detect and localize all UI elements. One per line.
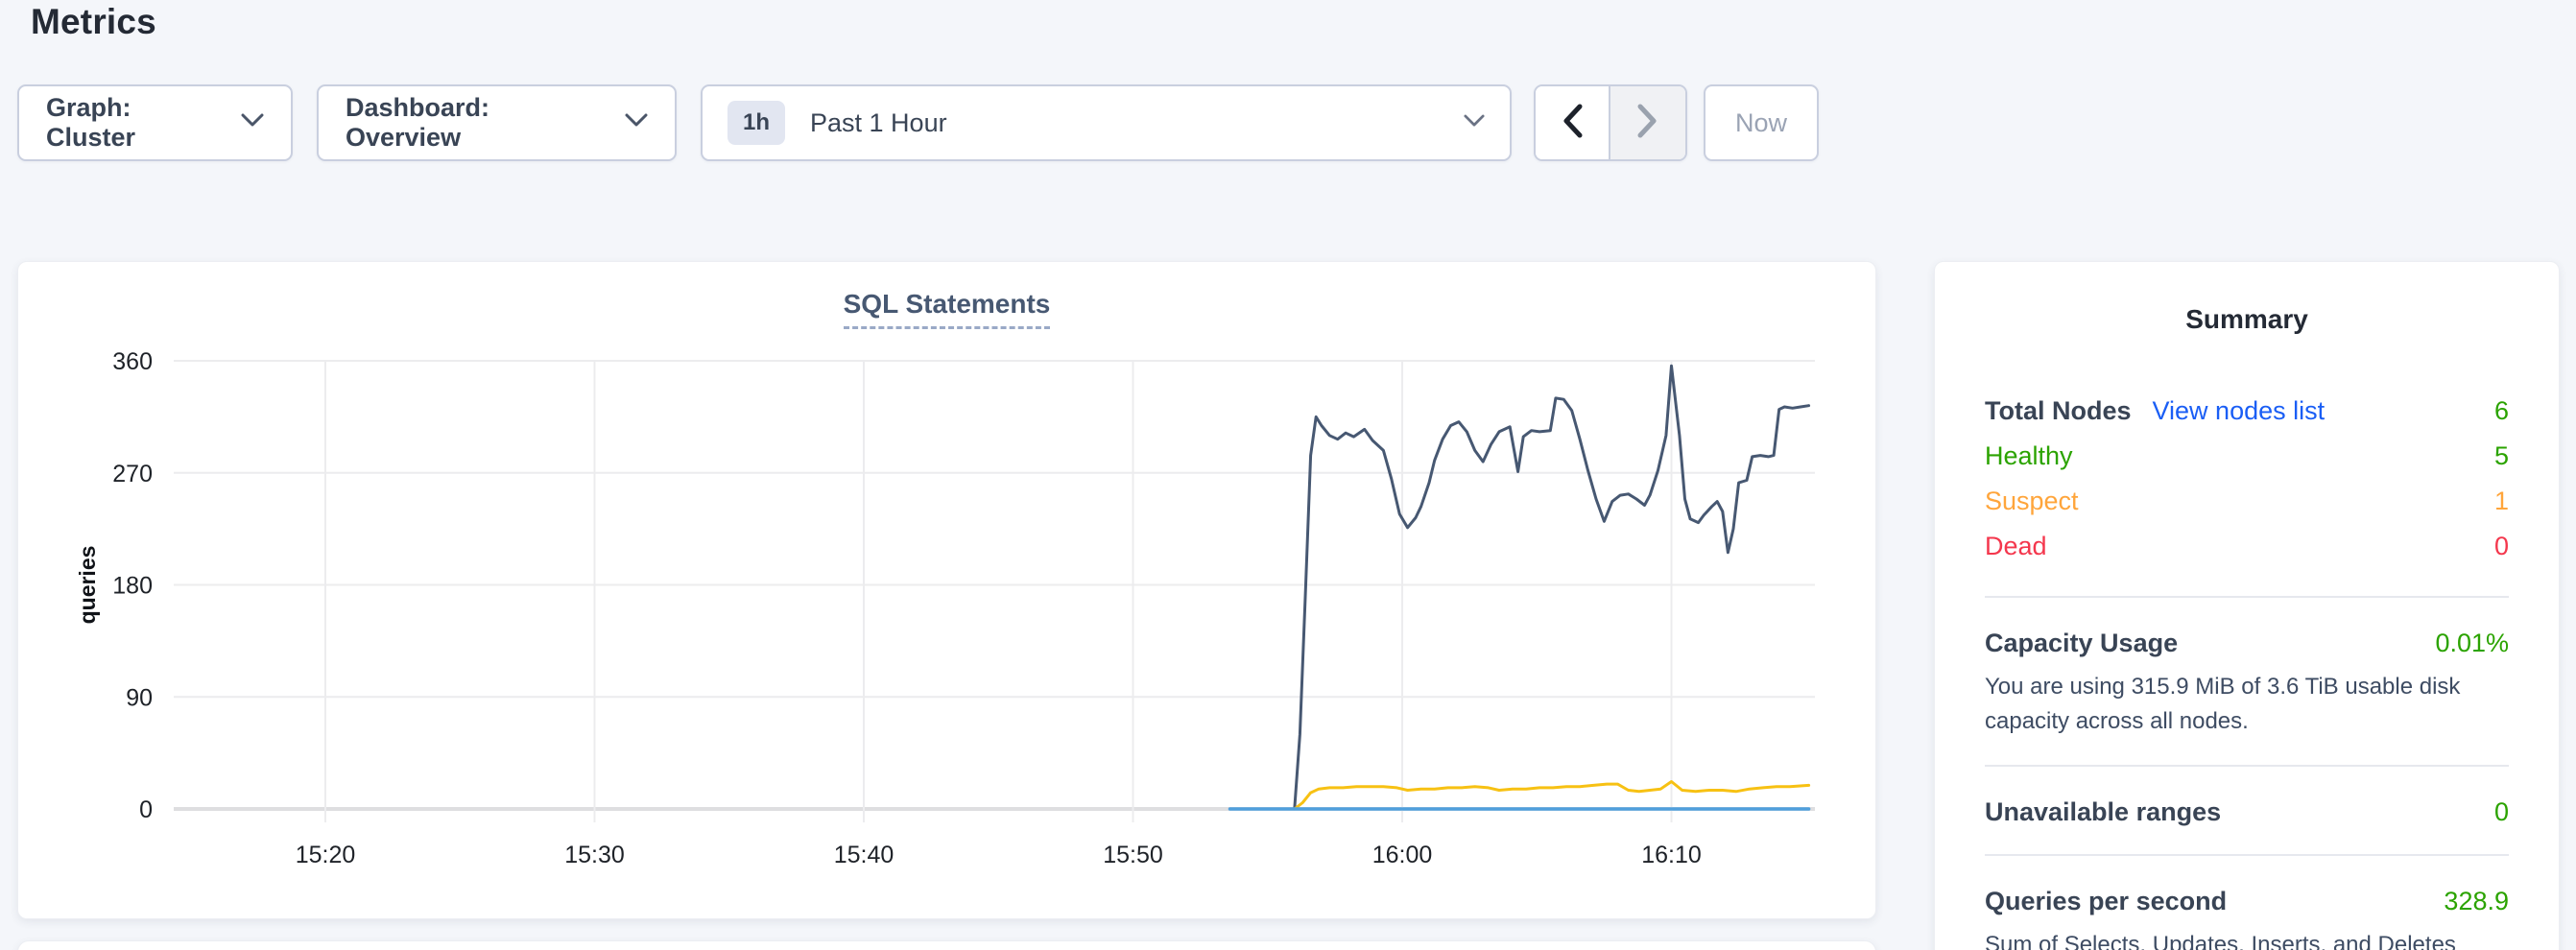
- chart-title[interactable]: SQL Statements: [843, 289, 1051, 329]
- sql-statements-chart[interactable]: 0 90 180 270 360 15:20 15:30 15:40 15:50 16:00 16:…: [18, 344, 1877, 897]
- capacity-usage-value: 0.01%: [2435, 629, 2509, 657]
- svg-text:15:40: 15:40: [834, 842, 894, 868]
- svg-text:15:30: 15:30: [564, 842, 625, 868]
- suspect-value: 1: [2493, 487, 2509, 515]
- svg-text:180: 180: [112, 573, 153, 600]
- capacity-usage-section: Capacity Usage 0.01% You are using 315.9…: [1985, 629, 2509, 738]
- node-status-rows: Total Nodes View nodes list 6 Healthy 5 …: [1985, 389, 2509, 569]
- time-range-badge: 1h: [727, 101, 786, 145]
- queries-per-second-section: Queries per second 328.9 Sum of Selects,…: [1985, 887, 2509, 950]
- next-time-button[interactable]: [1610, 86, 1685, 159]
- chevron-down-icon: [625, 113, 648, 132]
- view-nodes-list-link[interactable]: View nodes list: [2152, 396, 2326, 425]
- time-pager: [1534, 84, 1687, 161]
- summary-title: Summary: [2185, 304, 2308, 334]
- chevron-down-icon: [1464, 114, 1485, 132]
- svg-text:queries: queries: [75, 546, 100, 625]
- chevron-down-icon: [241, 113, 264, 132]
- time-range-label: Past 1 Hour: [810, 107, 947, 137]
- chart-title-row: SQL Statements: [18, 289, 1875, 329]
- svg-text:270: 270: [112, 461, 153, 487]
- now-button[interactable]: Now: [1704, 84, 1819, 161]
- divider: [1985, 854, 2509, 857]
- unavailable-ranges-label: Unavailable ranges: [1985, 797, 2222, 827]
- metrics-toolbar: Graph: Cluster Dashboard: Overview 1h Pa…: [17, 84, 1819, 161]
- svg-text:0: 0: [139, 796, 153, 823]
- queries-per-second-label: Queries per second: [1985, 887, 2228, 916]
- total-nodes-value: 6: [2493, 396, 2509, 425]
- svg-text:360: 360: [112, 348, 153, 375]
- queries-per-second-description: Sum of Selects, Updates, Inserts, and De…: [1985, 932, 2456, 950]
- chevron-left-icon: [1562, 104, 1583, 143]
- dashboard-dropdown-label: Dashboard: Overview: [346, 93, 490, 152]
- page-title: Metrics: [31, 2, 156, 41]
- prev-time-button[interactable]: [1536, 86, 1610, 159]
- divider: [1985, 596, 2509, 598]
- svg-text:90: 90: [126, 684, 153, 711]
- time-range-selector[interactable]: 1h Past 1 Hour: [701, 84, 1512, 161]
- graph-dropdown-label: Graph: Cluster: [46, 93, 136, 152]
- dead-label: Dead: [1985, 532, 2047, 560]
- capacity-usage-description: You are using 315.9 MiB of 3.6 TiB usabl…: [1985, 674, 2461, 734]
- total-nodes-label: Total Nodes: [1985, 396, 2132, 425]
- unavailable-ranges-value: 0: [2493, 797, 2509, 827]
- suspect-nodes-row: Suspect 1: [1985, 479, 2509, 524]
- suspect-label: Suspect: [1985, 487, 2079, 515]
- next-chart-card: [17, 940, 1876, 950]
- healthy-value: 5: [2493, 441, 2509, 470]
- divider: [1985, 765, 2509, 768]
- dead-value: 0: [2493, 532, 2509, 560]
- graph-dropdown[interactable]: Graph: Cluster: [17, 84, 293, 161]
- summary-panel: Summary Total Nodes View nodes list 6 He…: [1934, 261, 2560, 950]
- dashboard-dropdown[interactable]: Dashboard: Overview: [317, 84, 677, 161]
- svg-text:16:10: 16:10: [1641, 842, 1702, 868]
- svg-text:16:00: 16:00: [1372, 842, 1433, 868]
- svg-text:15:50: 15:50: [1103, 842, 1163, 868]
- total-nodes-row: Total Nodes View nodes list 6: [1985, 389, 2509, 434]
- healthy-nodes-row: Healthy 5: [1985, 434, 2509, 479]
- sql-statements-card: SQL Statements 0 90 180 270 360 15:20 15:30 15:…: [17, 261, 1876, 919]
- unavailable-ranges-section: Unavailable ranges 0: [1985, 797, 2509, 827]
- capacity-usage-label: Capacity Usage: [1985, 629, 2179, 657]
- svg-text:15:20: 15:20: [296, 842, 356, 868]
- dead-nodes-row: Dead 0: [1985, 524, 2509, 569]
- chevron-right-icon: [1637, 104, 1658, 143]
- queries-per-second-value: 328.9: [2444, 887, 2509, 916]
- healthy-label: Healthy: [1985, 441, 2073, 470]
